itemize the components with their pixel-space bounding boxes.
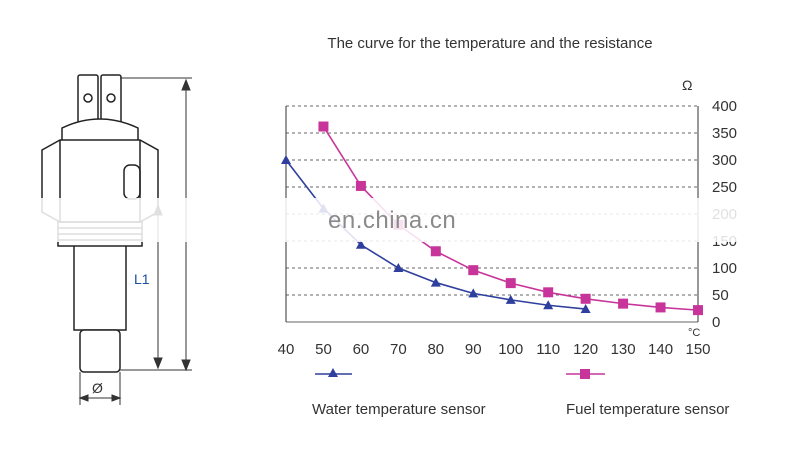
data-point-fuel (318, 121, 329, 132)
chart-title: The curve for the temperature and the re… (327, 35, 653, 52)
chart-legend (315, 368, 605, 379)
x-tick-label: 110 (536, 341, 560, 358)
legend-marker-fuel (580, 369, 590, 379)
x-tick-label: 130 (611, 341, 636, 358)
data-point-fuel (543, 287, 554, 298)
data-point-fuel (468, 265, 479, 276)
legend-label-water: Water temperature sensor (312, 401, 486, 418)
data-point-fuel (580, 293, 591, 304)
watermark-band (0, 198, 800, 242)
y-tick-label: 300 (712, 152, 737, 169)
data-point-water (393, 263, 404, 272)
y-tick-label: 50 (712, 287, 729, 304)
y-tick-label: 250 (712, 179, 737, 196)
data-point-water (580, 304, 591, 314)
data-point-fuel (655, 302, 666, 313)
data-point-fuel (618, 298, 629, 309)
data-point-water (468, 288, 479, 298)
y-tick-label: 350 (712, 125, 737, 142)
x-tick-label: 70 (390, 341, 407, 358)
data-point-water (430, 277, 441, 287)
legend-marker-water (328, 368, 338, 377)
watermark: en.china.cn (328, 207, 457, 234)
data-point-fuel (355, 180, 366, 191)
data-point-water (355, 239, 366, 249)
x-tick-label: 140 (648, 341, 673, 358)
legend-label-fuel: Fuel temperature sensor (566, 401, 730, 418)
data-point-fuel (430, 246, 441, 257)
x-tick-label: 40 (278, 341, 295, 358)
x-tick-label: 80 (427, 341, 444, 358)
x-tick-label: 100 (498, 341, 523, 358)
y-tick-label: 0 (712, 314, 720, 331)
y-tick-label: 400 (712, 98, 737, 115)
data-point-fuel (693, 305, 703, 316)
y-tick-label: 100 (712, 260, 737, 277)
data-point-water (281, 155, 291, 164)
x-tick-label: 50 (315, 341, 332, 358)
length-label: L1 (134, 271, 150, 287)
data-point-fuel (505, 278, 516, 289)
data-point-water (505, 294, 516, 304)
chart-axes: 0501001502002503003504004050607080901001… (278, 77, 737, 358)
x-axis-unit: °C (688, 327, 700, 339)
x-tick-label: 60 (353, 341, 370, 358)
data-point-water (543, 300, 554, 310)
diameter-label: Ø (92, 380, 103, 396)
x-tick-label: 150 (685, 341, 710, 358)
y-axis-unit: Ω (682, 77, 692, 93)
x-tick-label: 90 (465, 341, 482, 358)
x-tick-label: 120 (573, 341, 598, 358)
